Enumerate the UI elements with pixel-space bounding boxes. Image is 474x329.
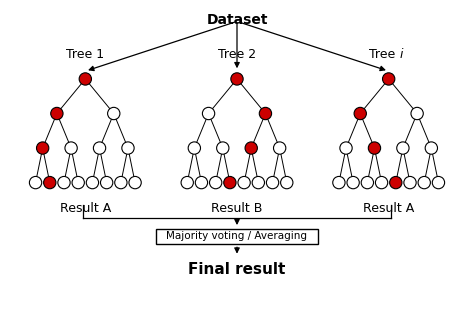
Ellipse shape: [390, 176, 402, 189]
Ellipse shape: [210, 176, 222, 189]
Ellipse shape: [79, 73, 91, 85]
Ellipse shape: [425, 142, 438, 154]
Ellipse shape: [36, 142, 49, 154]
Ellipse shape: [266, 176, 279, 189]
Ellipse shape: [397, 142, 409, 154]
Text: Result B: Result B: [211, 202, 263, 215]
Ellipse shape: [238, 176, 250, 189]
Ellipse shape: [418, 176, 430, 189]
Ellipse shape: [383, 73, 395, 85]
Ellipse shape: [252, 176, 264, 189]
Ellipse shape: [224, 176, 236, 189]
Ellipse shape: [72, 176, 84, 189]
Ellipse shape: [259, 107, 272, 120]
Ellipse shape: [188, 142, 201, 154]
Ellipse shape: [108, 107, 120, 120]
Ellipse shape: [368, 142, 381, 154]
Ellipse shape: [245, 142, 257, 154]
Ellipse shape: [333, 176, 345, 189]
Ellipse shape: [100, 176, 113, 189]
Ellipse shape: [181, 176, 193, 189]
Text: Tree 1: Tree 1: [66, 48, 104, 61]
FancyBboxPatch shape: [156, 229, 318, 244]
Ellipse shape: [129, 176, 141, 189]
Ellipse shape: [340, 142, 352, 154]
Text: Dataset: Dataset: [206, 13, 268, 27]
Ellipse shape: [217, 142, 229, 154]
Ellipse shape: [231, 73, 243, 85]
Text: Tree: Tree: [369, 48, 399, 61]
Ellipse shape: [65, 142, 77, 154]
Ellipse shape: [58, 176, 70, 189]
Text: Tree 2: Tree 2: [218, 48, 256, 61]
Text: Result A: Result A: [363, 202, 414, 215]
Ellipse shape: [115, 176, 127, 189]
Text: Majority voting / Averaging: Majority voting / Averaging: [166, 232, 308, 241]
Ellipse shape: [375, 176, 388, 189]
Ellipse shape: [354, 107, 366, 120]
Ellipse shape: [51, 107, 63, 120]
Text: Result A: Result A: [60, 202, 111, 215]
Ellipse shape: [29, 176, 42, 189]
Ellipse shape: [122, 142, 134, 154]
Ellipse shape: [93, 142, 106, 154]
Ellipse shape: [86, 176, 99, 189]
Ellipse shape: [195, 176, 208, 189]
Ellipse shape: [411, 107, 423, 120]
Ellipse shape: [432, 176, 445, 189]
Ellipse shape: [44, 176, 56, 189]
Ellipse shape: [347, 176, 359, 189]
Text: Final result: Final result: [188, 263, 286, 277]
Ellipse shape: [273, 142, 286, 154]
Ellipse shape: [202, 107, 215, 120]
Ellipse shape: [281, 176, 293, 189]
Ellipse shape: [404, 176, 416, 189]
Text: i: i: [399, 48, 403, 61]
Ellipse shape: [361, 176, 374, 189]
